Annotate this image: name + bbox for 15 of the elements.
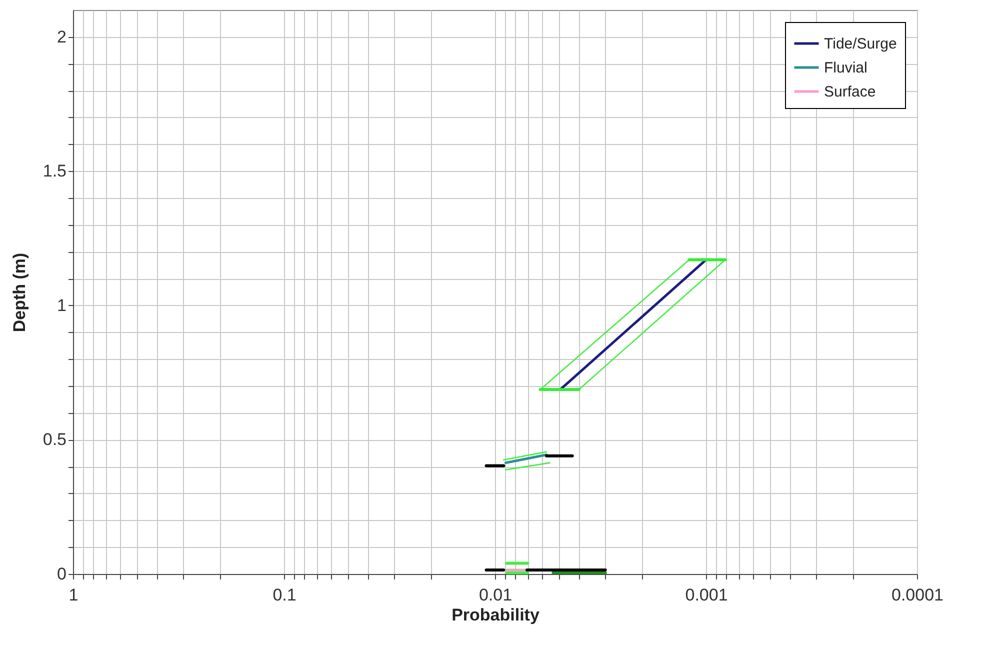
x-tick-label: 1 xyxy=(68,586,78,604)
legend-label: Surface xyxy=(824,84,876,100)
y-tick-label: 0 xyxy=(57,564,66,584)
x-tick-label: 0.001 xyxy=(685,586,728,604)
y-tick-label: 0.5 xyxy=(42,430,66,450)
x-tick-label: 0.01 xyxy=(478,586,512,604)
legend-label: Tide/Surge xyxy=(824,36,897,52)
x-axis-title: Probability xyxy=(452,606,540,624)
y-axis-title: Depth (m) xyxy=(10,252,29,332)
x-tick-label: 0.0001 xyxy=(892,586,944,604)
y-tick-label: 2 xyxy=(57,27,66,46)
y-tick-label: 1.5 xyxy=(42,162,66,181)
y-tick-label: 1 xyxy=(57,296,66,315)
legend-label: Fluvial xyxy=(824,60,868,76)
x-tick-label: 0.1 xyxy=(272,586,296,604)
